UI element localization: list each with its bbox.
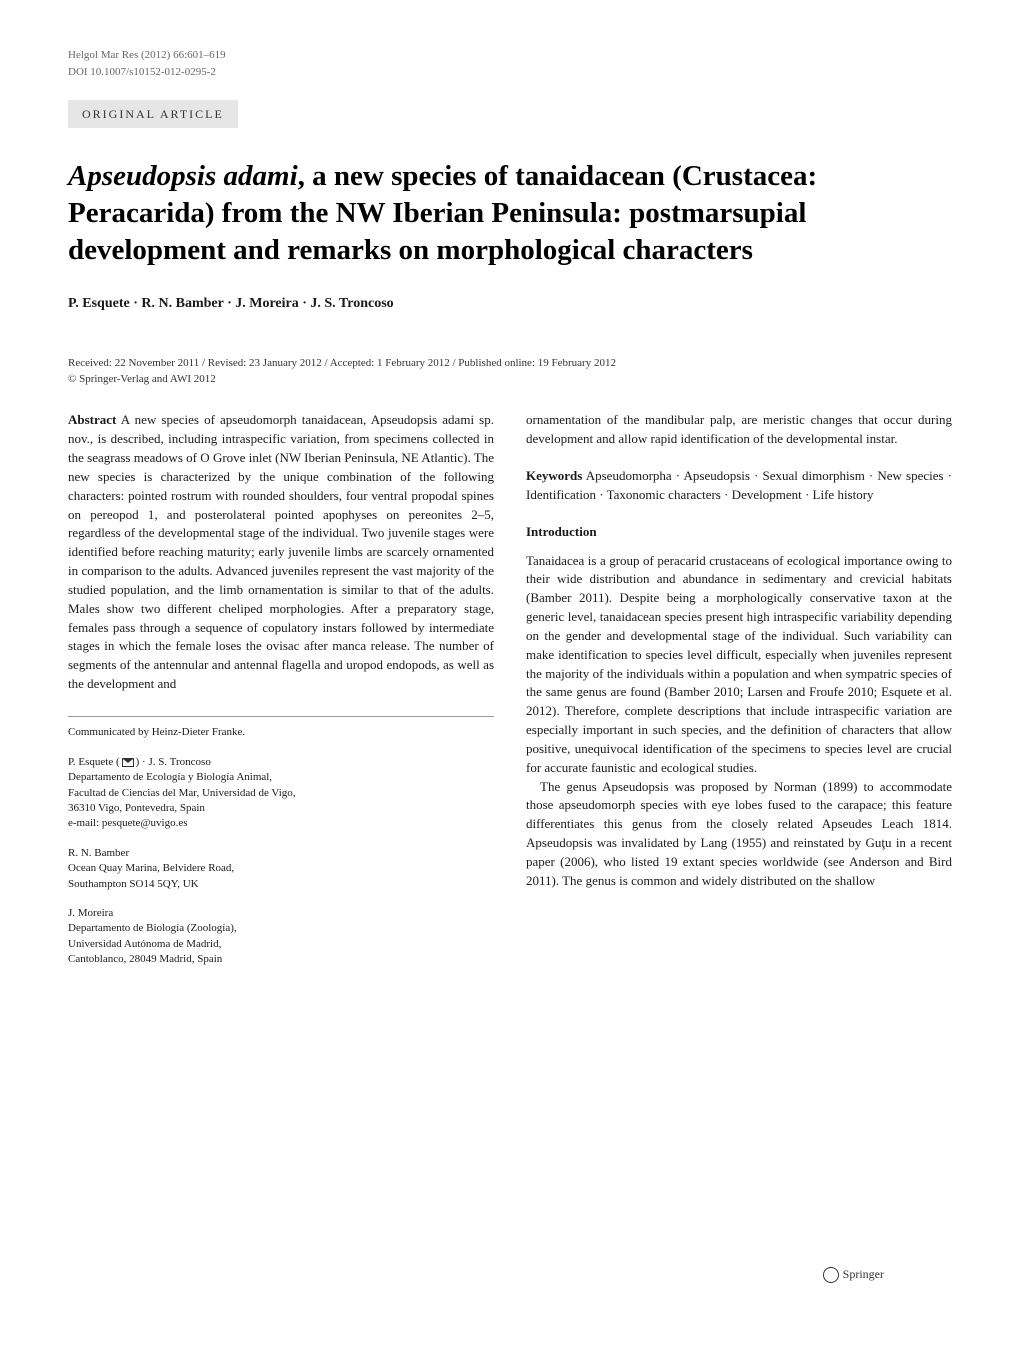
abstract-paragraph: Abstract A new species of apseudomorph t… (68, 411, 494, 694)
title-species-name: Apseudopsis adami (68, 160, 298, 192)
article-dates: Received: 22 November 2011 / Revised: 23… (68, 356, 952, 371)
springer-logo-icon (823, 1267, 839, 1283)
intro-paragraph-2: The genus Apseudopsis was proposed by No… (526, 778, 952, 891)
affiliation-authors: J. Moreira (68, 906, 494, 921)
left-column: Abstract A new species of apseudomorph t… (68, 411, 494, 967)
intro-paragraph-1: Tanaidacea is a group of peracarid crust… (526, 552, 952, 778)
affiliation-line: Ocean Quay Marina, Belvidere Road, (68, 862, 234, 874)
keywords-text: Apseudomorpha · Apseudopsis · Sexual dim… (526, 468, 952, 502)
affiliation-block: P. Esquete () · J. S. Troncoso Departame… (68, 755, 494, 832)
corresponding-author-icon (122, 758, 134, 767)
affiliation-line: 36310 Vigo, Pontevedra, Spain (68, 802, 205, 814)
affiliation-email: e-mail: pesquete@uvigo.es (68, 817, 188, 829)
affiliation-authors: P. Esquete () · J. S. Troncoso (68, 755, 494, 770)
publisher-name: Springer (843, 1267, 884, 1281)
affiliation-line: Facultad de Ciencias del Mar, Universida… (68, 787, 296, 799)
keywords-label: Keywords (526, 468, 582, 483)
communicated-by: Communicated by Heinz-Dieter Franke. (68, 716, 494, 741)
affiliation-line: Southampton SO14 5QY, UK (68, 878, 199, 890)
author-list: P. Esquete · R. N. Bamber · J. Moreira ·… (68, 293, 952, 315)
affiliation-line: Departamento de Biología (Zoología), (68, 922, 237, 934)
affiliation-block: J. Moreira Departamento de Biología (Zoo… (68, 906, 494, 968)
affiliation-line: Departamento de Ecología y Biología Anim… (68, 771, 272, 783)
copyright: © Springer-Verlag and AWI 2012 (68, 372, 952, 387)
abstract-label: Abstract (68, 412, 116, 427)
affiliation-authors: R. N. Bamber (68, 846, 494, 861)
right-column: ornamentation of the mandibular palp, ar… (526, 411, 952, 967)
two-column-body: Abstract A new species of apseudomorph t… (68, 411, 952, 967)
header-meta: Helgol Mar Res (2012) 66:601–619 DOI 10.… (68, 48, 952, 80)
affiliation-line: Universidad Autónoma de Madrid, (68, 938, 221, 950)
publisher-brand: Springer (823, 1266, 884, 1283)
keywords-paragraph: Keywords Apseudomorpha · Apseudopsis · S… (526, 467, 952, 505)
article-type-label: ORIGINAL ARTICLE (68, 100, 238, 128)
introduction-heading: Introduction (526, 523, 952, 542)
abstract-continued: ornamentation of the mandibular palp, ar… (526, 411, 952, 449)
journal-reference: Helgol Mar Res (2012) 66:601–619 (68, 48, 952, 63)
affiliation-line: Cantoblanco, 28049 Madrid, Spain (68, 953, 222, 965)
article-title: Apseudopsis adami, a new species of tana… (68, 158, 952, 269)
affiliation-block: R. N. Bamber Ocean Quay Marina, Belvider… (68, 846, 494, 892)
doi: DOI 10.1007/s10152-012-0295-2 (68, 65, 952, 80)
abstract-text-left: A new species of apseudomorph tanaidacea… (68, 412, 494, 691)
